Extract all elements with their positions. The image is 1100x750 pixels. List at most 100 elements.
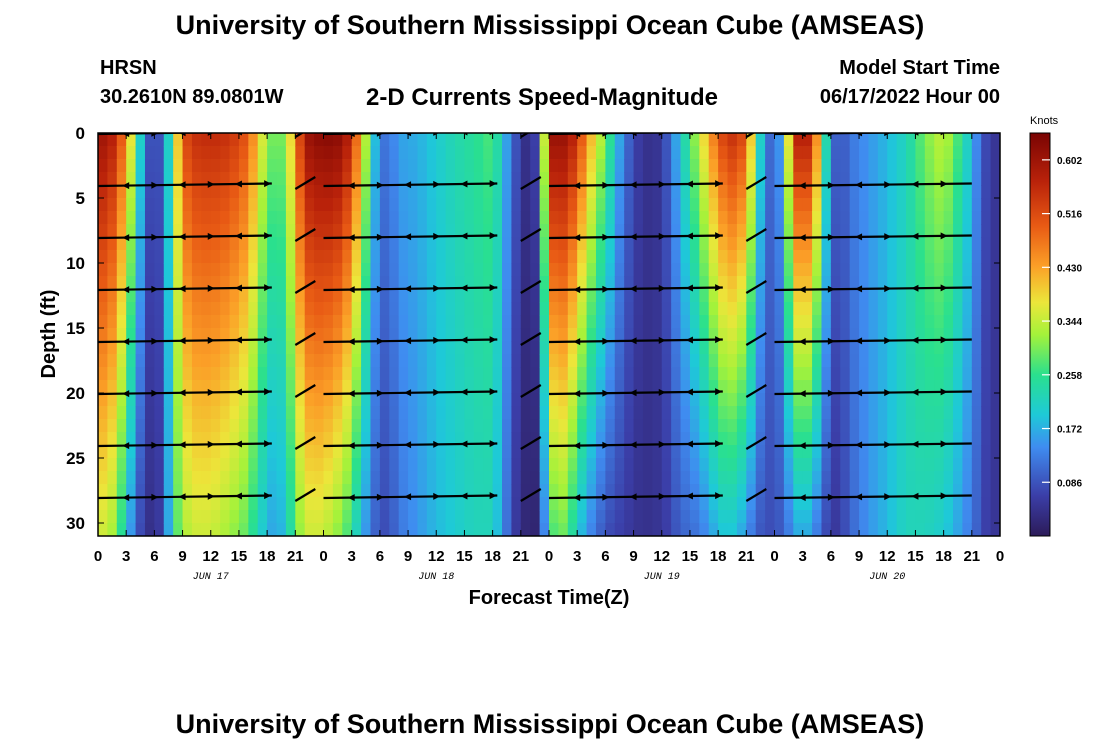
heatmap-cell bbox=[191, 497, 202, 511]
heatmap-cell bbox=[351, 263, 362, 277]
heatmap-cell bbox=[417, 276, 428, 290]
heatmap-cell bbox=[699, 393, 710, 407]
heatmap-cell bbox=[830, 185, 841, 199]
heatmap-cell bbox=[238, 523, 249, 536]
heatmap-cell bbox=[163, 237, 174, 251]
station-coordinates: 30.2610N 89.0801W bbox=[100, 86, 284, 108]
heatmap-cell bbox=[389, 263, 400, 277]
heatmap-cell bbox=[595, 237, 606, 251]
heatmap-cell bbox=[624, 354, 635, 368]
heatmap-cell bbox=[314, 276, 325, 290]
heatmap-cell bbox=[755, 510, 766, 524]
heatmap-cell bbox=[887, 354, 898, 368]
vector-line bbox=[745, 228, 767, 242]
vector-arrowhead bbox=[940, 232, 948, 240]
heatmap-cell bbox=[558, 237, 569, 251]
heatmap-cell bbox=[821, 211, 832, 225]
heatmap-cell bbox=[201, 172, 212, 186]
heatmap-cell bbox=[971, 341, 982, 355]
heatmap-cell bbox=[605, 367, 616, 381]
heatmap-cell bbox=[351, 419, 362, 433]
heatmap-cell bbox=[877, 354, 888, 368]
heatmap-cell bbox=[530, 432, 541, 446]
heatmap-cell bbox=[924, 484, 935, 498]
heatmap-cell bbox=[342, 419, 353, 433]
heatmap-cell bbox=[238, 159, 249, 173]
heatmap-cell bbox=[990, 328, 1000, 342]
heatmap-cell bbox=[107, 224, 118, 238]
heatmap-cell bbox=[652, 380, 663, 394]
heatmap-cell bbox=[154, 302, 165, 316]
heatmap-cell bbox=[332, 380, 343, 394]
heatmap-cell bbox=[483, 224, 494, 238]
heatmap-cell bbox=[642, 328, 653, 342]
heatmap-cell bbox=[924, 523, 935, 536]
vector-line bbox=[294, 488, 316, 502]
heatmap-cell bbox=[154, 328, 165, 342]
heatmap-cell bbox=[783, 198, 794, 212]
heatmap-cell bbox=[595, 302, 606, 316]
heatmap-cell bbox=[464, 328, 475, 342]
heatmap-cell bbox=[492, 276, 503, 290]
heatmap-cell bbox=[896, 198, 907, 212]
heatmap-cell bbox=[116, 328, 127, 342]
heatmap-cell bbox=[812, 133, 823, 147]
heatmap-cell bbox=[699, 172, 710, 186]
heatmap-cell bbox=[323, 406, 334, 420]
heatmap-cell bbox=[586, 484, 597, 498]
vector-arrowhead bbox=[884, 389, 892, 397]
heatmap-cell bbox=[774, 510, 785, 524]
heatmap-cell bbox=[755, 458, 766, 472]
heatmap-cell bbox=[257, 159, 268, 173]
heatmap-cell bbox=[671, 237, 682, 251]
heatmap-cell bbox=[943, 237, 954, 251]
heatmap-cell bbox=[868, 159, 879, 173]
heatmap-cell bbox=[765, 393, 776, 407]
heatmap-cell bbox=[802, 276, 813, 290]
heatmap-cell bbox=[915, 471, 926, 485]
heatmap-cell bbox=[849, 276, 860, 290]
heatmap-cell bbox=[812, 172, 823, 186]
heatmap-cell bbox=[511, 250, 522, 264]
heatmap-cell bbox=[990, 445, 1000, 459]
heatmap-cell bbox=[746, 445, 757, 459]
heatmap-cell bbox=[257, 393, 268, 407]
heatmap-cell bbox=[539, 276, 550, 290]
heatmap-cell bbox=[802, 185, 813, 199]
heatmap-cell bbox=[116, 380, 127, 394]
heatmap-cell bbox=[539, 159, 550, 173]
heatmap-cell bbox=[408, 445, 419, 459]
heatmap-cell bbox=[981, 133, 992, 147]
heatmap-cell bbox=[633, 445, 644, 459]
heatmap-cell bbox=[257, 146, 268, 160]
heatmap-cell bbox=[370, 510, 381, 524]
vector-arrowhead bbox=[460, 388, 468, 396]
heatmap-cell bbox=[802, 523, 813, 536]
heatmap-cell bbox=[520, 484, 531, 498]
heatmap-cell bbox=[624, 341, 635, 355]
heatmap-cell bbox=[116, 289, 127, 303]
heatmap-cell bbox=[661, 198, 672, 212]
heatmap-cell bbox=[455, 471, 466, 485]
heatmap-cell bbox=[680, 211, 691, 225]
heatmap-cell bbox=[257, 484, 268, 498]
x-tick-label: 21 bbox=[963, 548, 980, 565]
heatmap-cell bbox=[295, 276, 306, 290]
heatmap-cell bbox=[135, 393, 146, 407]
heatmap-cell bbox=[953, 458, 964, 472]
heatmap-cell bbox=[408, 159, 419, 173]
heatmap-cell bbox=[220, 159, 231, 173]
heatmap-cell bbox=[774, 172, 785, 186]
heatmap-cell bbox=[201, 263, 212, 277]
heatmap-cell bbox=[981, 211, 992, 225]
heatmap-cell bbox=[652, 523, 663, 536]
vector-line bbox=[774, 338, 972, 344]
heatmap-cell bbox=[511, 445, 522, 459]
heatmap-cell bbox=[981, 289, 992, 303]
heatmap-cell bbox=[361, 237, 372, 251]
heatmap-cell bbox=[98, 354, 108, 368]
heatmap-cell bbox=[502, 237, 513, 251]
heatmap-cell bbox=[962, 211, 973, 225]
heatmap-cell bbox=[539, 354, 550, 368]
heatmap-cell bbox=[163, 250, 174, 264]
